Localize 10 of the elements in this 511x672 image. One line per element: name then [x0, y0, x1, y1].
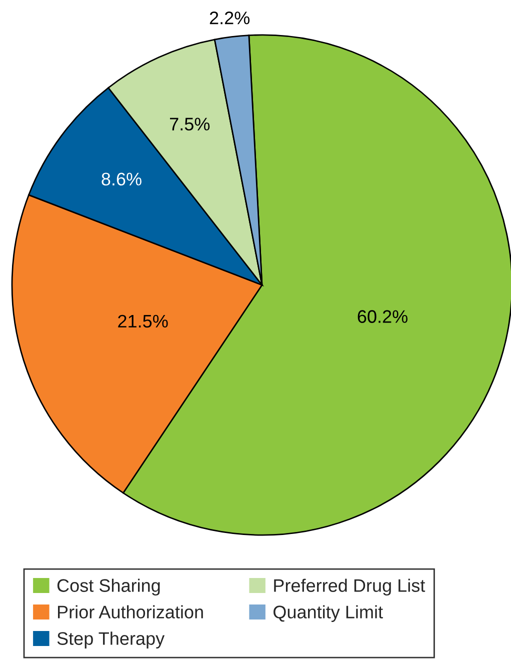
data-label: 2.2% — [210, 12, 250, 24]
data-label: 60.2% — [358, 310, 408, 323]
data-label: 21.5% — [118, 314, 168, 328]
legend-label: Cost Sharing — [57, 578, 160, 596]
legend-label: Step Therapy — [57, 632, 165, 649]
legend-label: Preferred Drug List — [274, 578, 426, 596]
legend-label: Prior Authorization — [58, 605, 203, 618]
data-label: 8.6% — [102, 172, 142, 186]
legend-label: Quantity Limit — [274, 605, 383, 622]
data-label: 7.5% — [170, 118, 210, 130]
